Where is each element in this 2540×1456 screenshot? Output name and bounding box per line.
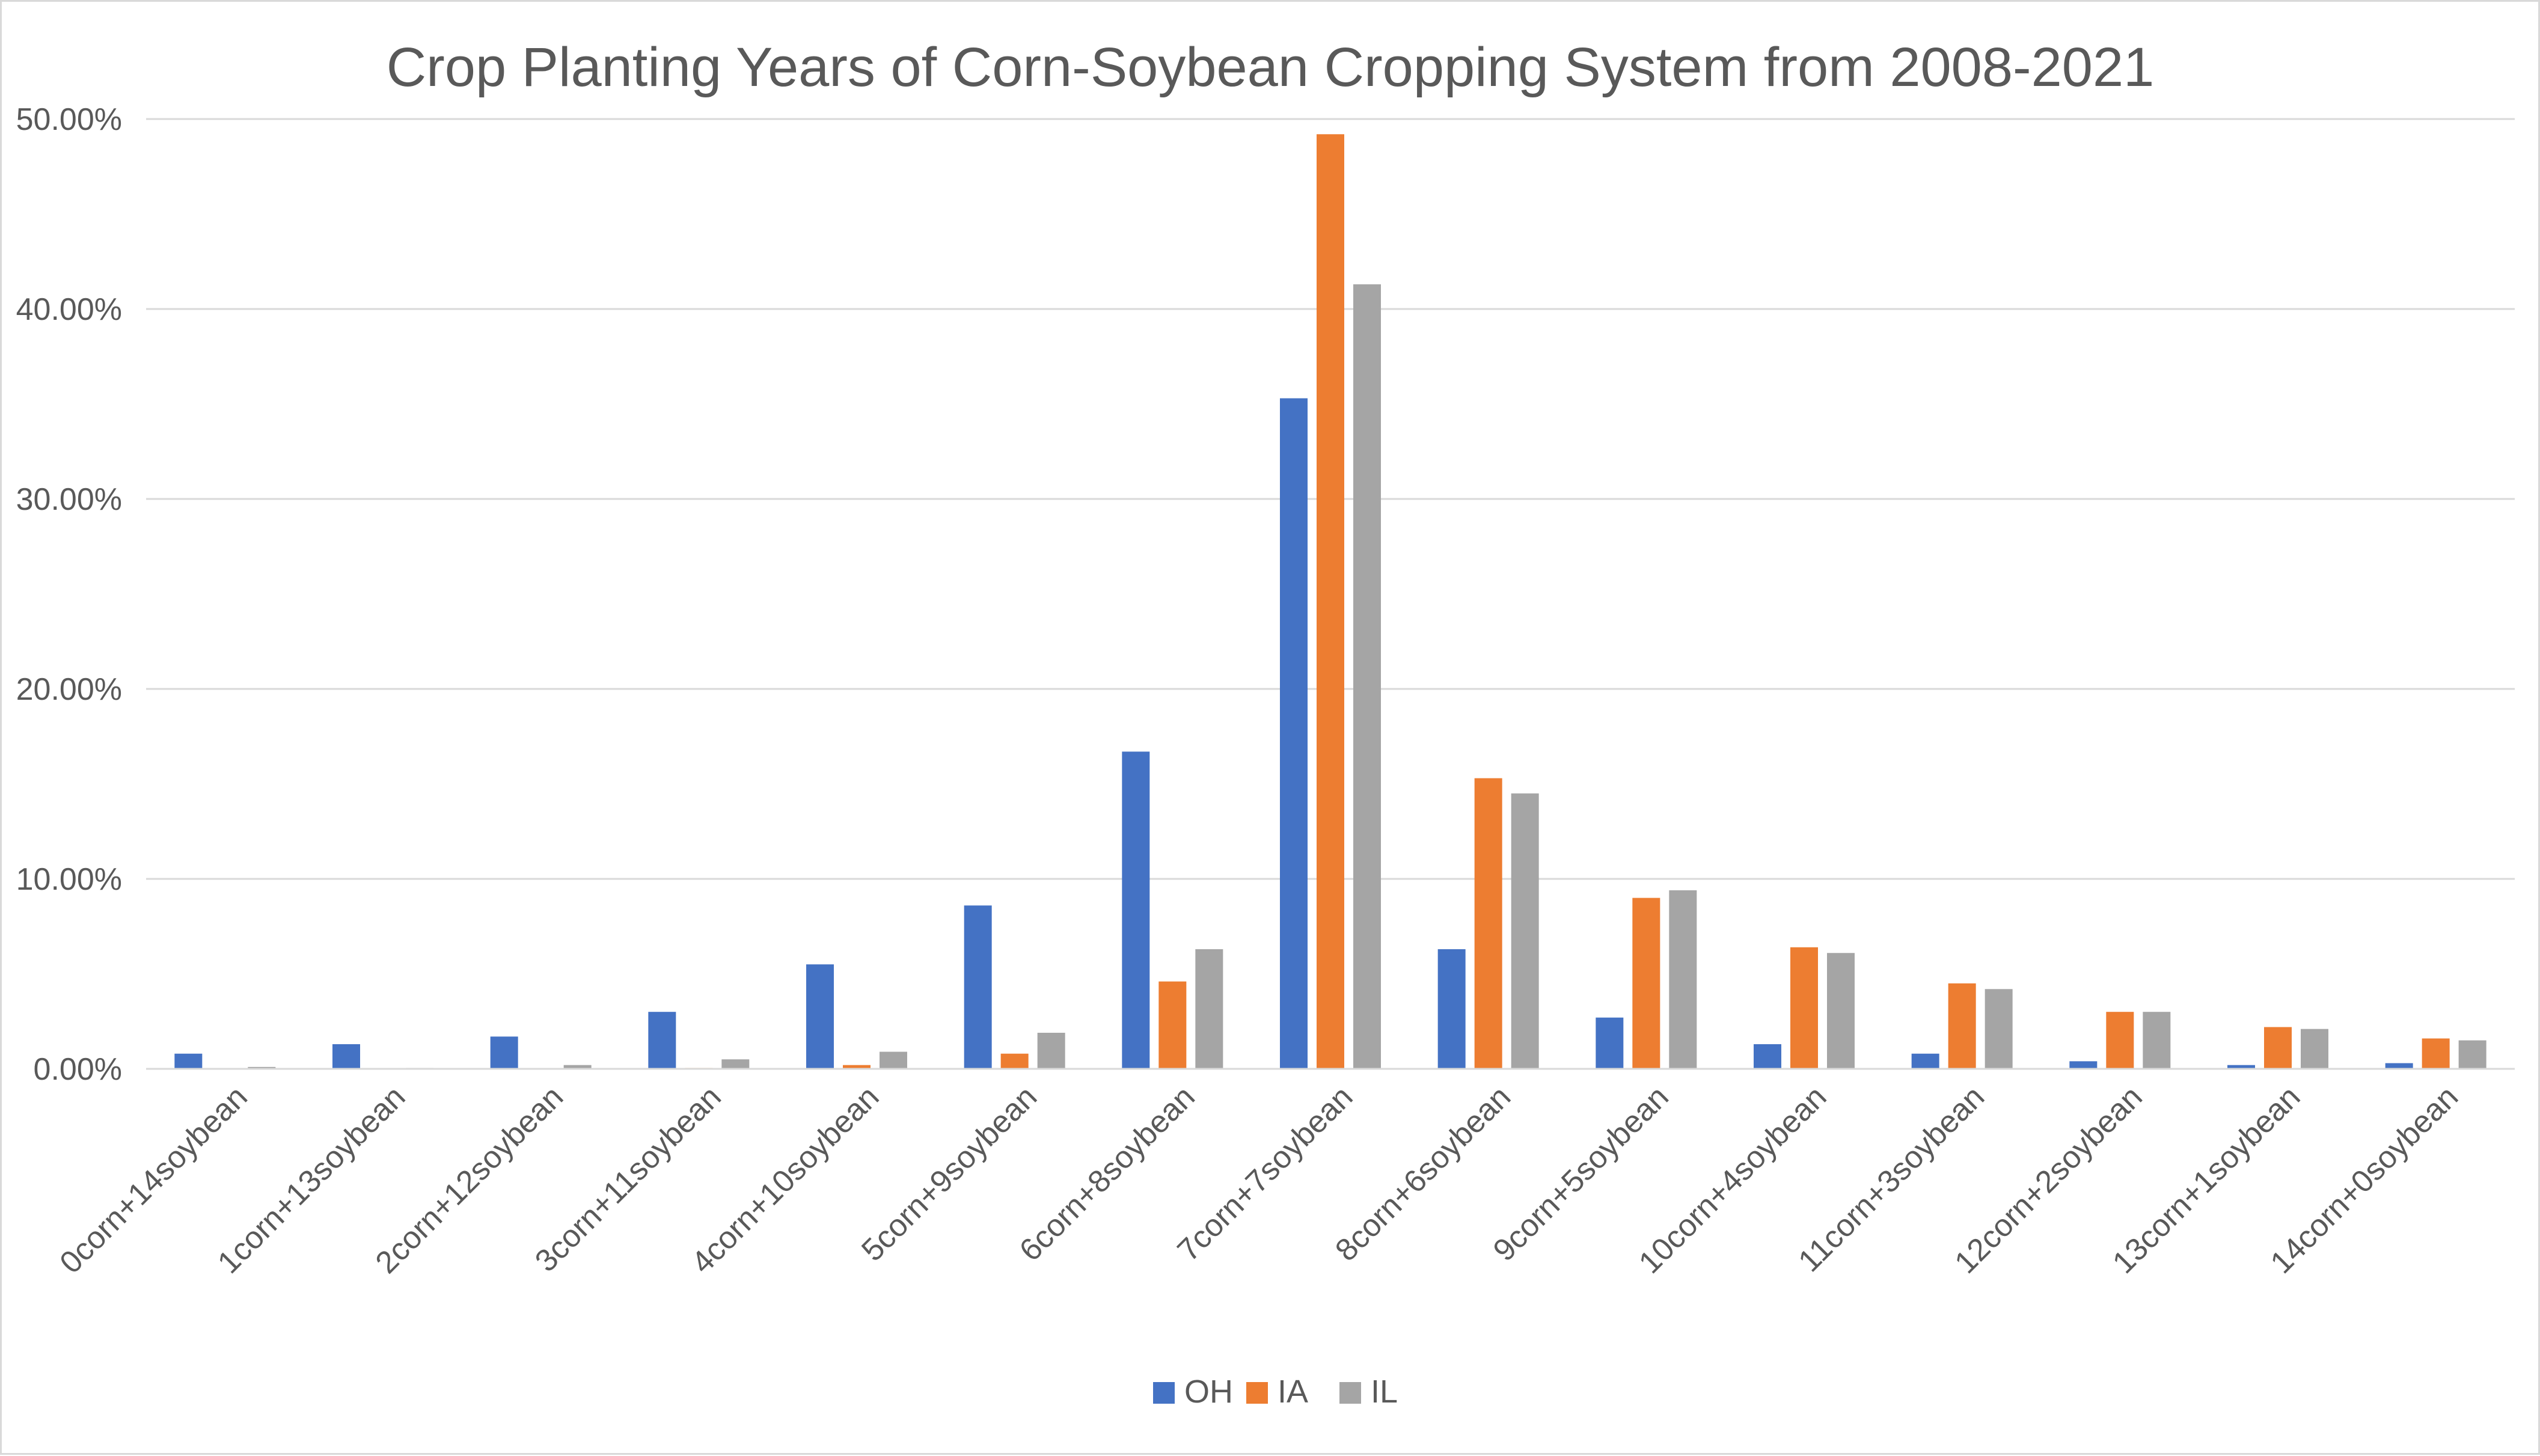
bar-il-0: [248, 1066, 276, 1069]
bar-oh-11: [1911, 1053, 1939, 1069]
bar-il-10: [1827, 953, 1855, 1069]
x-tick-label: 8corn+6soybean: [1329, 1079, 1517, 1268]
y-tick-label: 0.00%: [34, 1052, 122, 1087]
y-tick-label: 40.00%: [16, 292, 122, 327]
bar-ia-10: [1790, 947, 1818, 1069]
legend: OH IA IL: [1153, 1374, 1398, 1410]
bar-il-2: [563, 1065, 592, 1069]
y-tick-label: 50.00%: [16, 102, 122, 137]
bar-ia-9: [1632, 898, 1660, 1069]
legend-label-il: IL: [1371, 1374, 1398, 1410]
y-tick-label: 20.00%: [16, 672, 122, 707]
bar-ia-12: [2106, 1012, 2134, 1069]
bar-il-14: [2458, 1040, 2486, 1069]
bar-oh-5: [964, 905, 992, 1069]
bar-oh-2: [490, 1036, 518, 1069]
bar-oh-12: [2069, 1061, 2098, 1069]
bar-il-6: [1195, 949, 1223, 1069]
bar-il-13: [2301, 1029, 2328, 1069]
bar-il-11: [1985, 989, 2013, 1069]
x-tick-label: 6corn+8soybean: [1013, 1079, 1202, 1268]
legend-label-ia: IA: [1278, 1374, 1308, 1410]
x-tick-label: 5corn+9soybean: [855, 1079, 1044, 1268]
bar-oh-14: [2385, 1063, 2413, 1069]
chart-title: Crop Planting Years of Corn-Soybean Crop…: [387, 37, 2155, 98]
bar-il-3: [721, 1059, 750, 1069]
bar-oh-13: [2227, 1065, 2255, 1069]
bar-oh-6: [1122, 751, 1150, 1069]
y-axis-tick-labels: 0.00% 10.00% 20.00% 30.00% 40.00% 50.00%: [16, 102, 122, 1087]
legend-swatch-il: [1339, 1382, 1361, 1404]
bar-ia-13: [2264, 1027, 2292, 1069]
legend-label-oh: OH: [1184, 1374, 1233, 1410]
bar-il-7: [1353, 284, 1381, 1069]
x-axis-tick-labels: 0corn+14soybean1corn+13soybean2corn+12so…: [53, 1079, 2465, 1280]
bar-ia-4: [843, 1065, 871, 1069]
bar-oh-4: [806, 964, 834, 1069]
y-tick-label: 30.00%: [16, 482, 122, 517]
bar-ia-5: [1000, 1053, 1029, 1069]
bar-il-12: [2143, 1012, 2171, 1069]
y-tick-label: 10.00%: [16, 862, 122, 897]
legend-swatch-ia: [1246, 1382, 1268, 1404]
bar-oh-7: [1280, 398, 1308, 1069]
bar-oh-8: [1437, 949, 1466, 1069]
bar-il-5: [1037, 1032, 1065, 1069]
x-tick-label: 7corn+7soybean: [1171, 1079, 1360, 1268]
bar-il-8: [1511, 793, 1539, 1069]
legend-swatch-oh: [1153, 1382, 1175, 1404]
bar-il-4: [880, 1051, 907, 1069]
bar-oh-1: [332, 1044, 360, 1069]
x-tick-label: 9corn+5soybean: [1487, 1079, 1675, 1268]
bar-ia-8: [1474, 778, 1502, 1069]
bar-ia-6: [1158, 981, 1187, 1069]
bar-ia-14: [2422, 1038, 2450, 1069]
bar-oh-10: [1754, 1044, 1781, 1069]
bar-oh-0: [174, 1053, 203, 1069]
bars: [174, 134, 2486, 1069]
bar-ia-11: [1948, 983, 1976, 1069]
bar-ia-7: [1317, 134, 1344, 1069]
bar-oh-9: [1596, 1017, 1624, 1069]
bar-il-9: [1669, 890, 1697, 1069]
bar-oh-3: [648, 1012, 676, 1069]
